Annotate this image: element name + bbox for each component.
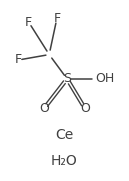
Text: OH: OH: [95, 72, 114, 85]
Text: O: O: [80, 102, 90, 115]
Text: F: F: [53, 12, 60, 25]
Text: S: S: [63, 72, 71, 85]
Text: H₂O: H₂O: [51, 154, 78, 169]
Text: F: F: [25, 16, 32, 29]
Text: F: F: [15, 53, 22, 66]
Text: Ce: Ce: [55, 127, 74, 142]
Text: O: O: [39, 102, 49, 115]
